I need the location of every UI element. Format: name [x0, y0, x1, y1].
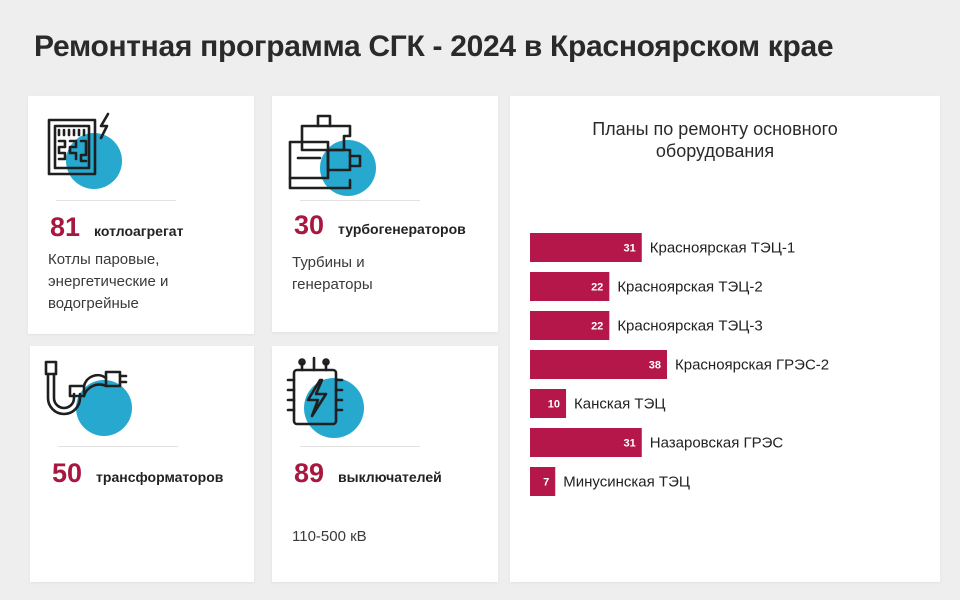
card-description: Котлы паровые, энергетические и водогрей… [48, 249, 168, 315]
chart-panel: Планы по ремонту основного оборудования … [510, 96, 940, 582]
bar-category-label: Назаровская ГРЭС [650, 435, 784, 452]
bar-chart: 31 Красноярская ТЭЦ-1 22 Красноярская ТЭЦ-2… [530, 233, 829, 496]
stat-number: 30 [294, 210, 325, 240]
breaker-icon [286, 354, 366, 438]
card-divider [300, 200, 420, 201]
transformer-pipe-icon [44, 360, 132, 440]
card-divider [58, 446, 178, 447]
chart-bar [530, 233, 642, 262]
chart-bar [530, 428, 642, 457]
page-title: Ремонтная программа СГК - 2024 в Красноя… [34, 30, 834, 63]
card-transformers: 50 трансформаторов [30, 346, 254, 582]
stat-unit: выключателей [338, 469, 442, 485]
desc-line: 110-500 кВ [292, 528, 367, 545]
bar-value-label: 7 [543, 477, 549, 489]
bar-value-label: 31 [624, 438, 636, 450]
card-description: Турбины и генераторы [292, 252, 373, 296]
chart-bar [530, 311, 610, 340]
bar-category-label: Красноярская ГРЭС-2 [675, 357, 829, 374]
chart-bar [530, 389, 567, 418]
bar-category-label: Канская ТЭЦ [574, 396, 665, 413]
bar-value-label: 22 [591, 321, 603, 333]
desc-line: водогрейные [48, 295, 139, 312]
bar-category-label: Минусинская ТЭЦ [563, 474, 690, 491]
chart-title: Планы по ремонту основного оборудования [592, 119, 838, 161]
desc-line: энергетические и [48, 273, 169, 290]
card-turbines: 30 турбогенераторов Турбины и генераторы [272, 96, 498, 332]
stat-unit: турбогенераторов [338, 221, 466, 237]
bar-category-label: Красноярская ТЭЦ-1 [650, 240, 795, 257]
card-divider [56, 200, 176, 201]
chart-bar [530, 272, 610, 301]
desc-line: генераторы [292, 276, 373, 293]
desc-line: Котлы паровые, [48, 251, 160, 268]
bar-value-label: 38 [649, 360, 661, 372]
bar-value-label: 31 [624, 243, 636, 255]
stat-number: 50 [52, 458, 83, 488]
card-boilers: 81 котлоагрегат Котлы паровые, энергетич… [28, 96, 254, 334]
card-divider [300, 446, 420, 447]
bar-value-label: 22 [591, 282, 603, 294]
stat-number: 81 [50, 212, 81, 242]
turbine-icon [288, 112, 376, 196]
boiler-icon [46, 112, 126, 192]
bar-category-label: Красноярская ТЭЦ-3 [617, 318, 762, 335]
card-breakers: 89 выключателей 110-500 кВ [272, 346, 498, 582]
chart-bar [530, 467, 556, 496]
desc-line: Турбины и [292, 254, 365, 271]
stat-number: 89 [294, 458, 325, 488]
stat-unit: котлоагрегат [94, 223, 184, 239]
chart-bar [530, 350, 667, 379]
bar-category-label: Красноярская ТЭЦ-2 [617, 279, 762, 296]
card-description: 110-500 кВ [292, 526, 367, 548]
bar-value-label: 10 [548, 399, 560, 411]
stat-unit: трансформаторов [96, 469, 224, 485]
